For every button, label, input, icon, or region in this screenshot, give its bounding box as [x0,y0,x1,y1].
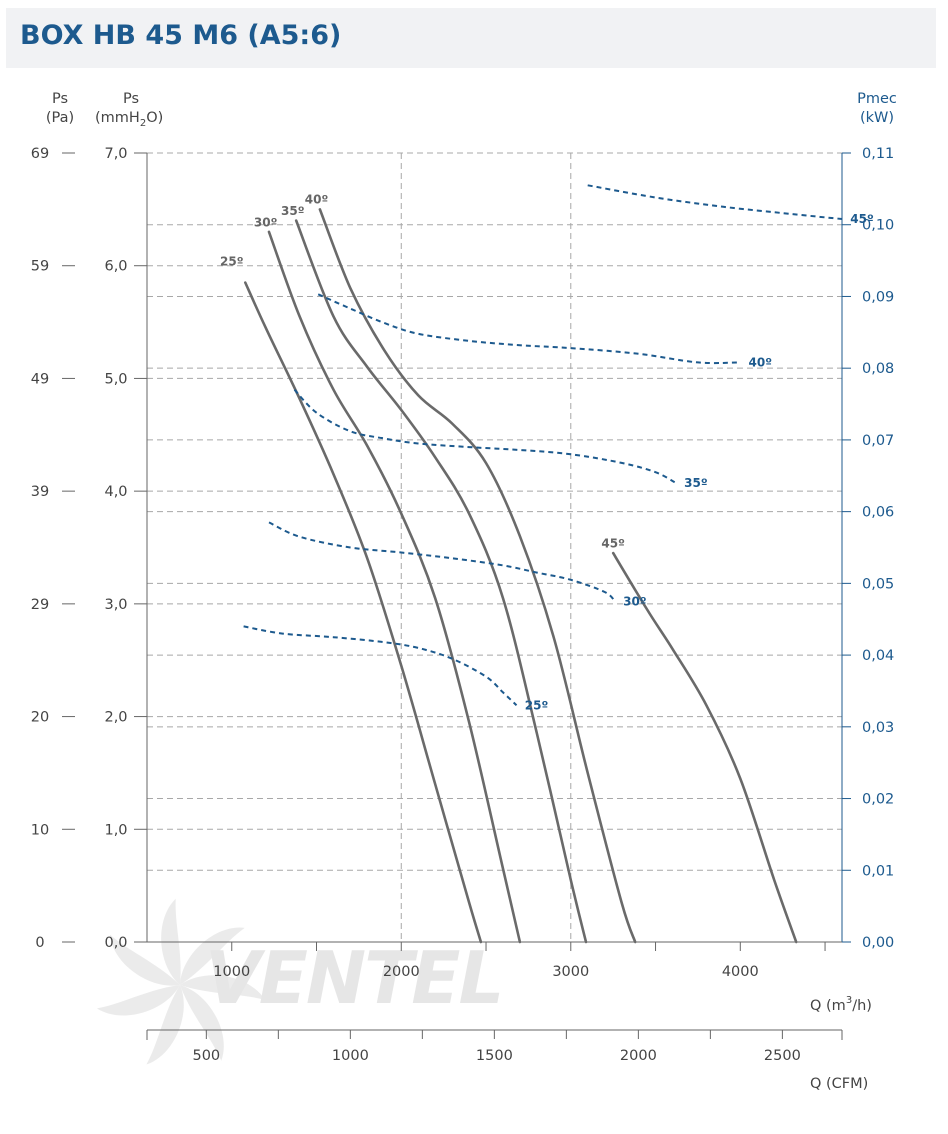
power-curve-label: 45º [850,212,874,226]
pressure-curve-label: 30º [254,215,278,229]
kw-tick-label: 0,07 [862,433,894,449]
mm-tick-label: 7,0 [104,146,127,162]
mm-tick-label: 2,0 [104,710,127,726]
kw-axis-title-line2: (kW) [860,110,894,126]
fan-logo-icon [96,898,265,1065]
pa-tick-label: 10 [31,822,49,838]
cfm-tick-label: 500 [192,1048,220,1064]
cfm-tick-label: 2500 [764,1048,801,1064]
power-curve-label: 25º [525,698,549,712]
kw-tick-label: 0,04 [862,648,894,664]
kw-tick-label: 0,08 [862,361,894,377]
kw-tick-label: 0,11 [862,146,894,162]
fan-blade [180,985,224,1061]
mm-tick-label: 6,0 [104,259,127,275]
kw-tick-label: 0,01 [862,863,894,879]
pa-tick-label: 0 [35,935,44,951]
kw-tick-label: 0,03 [862,720,894,736]
q-tick-label: 4000 [722,964,759,980]
tick-labels: 7,0696,0595,0494,0393,0292,0201,0100,000… [31,146,895,1064]
cfm-tick-label: 2000 [620,1048,657,1064]
pa-axis-title-line2: (Pa) [46,110,74,126]
mm-tick-label: 1,0 [104,822,127,838]
axis-titles: Ps (Pa) Ps (mmH2O) Pmec (kW) Q (m3/h) Q … [46,91,897,1092]
kw-axis-title-line1: Pmec [857,91,897,107]
chart-axes [62,152,851,1040]
pressure-curve-label: 25º [220,255,244,269]
power-curve-30º [268,521,616,603]
kw-tick-label: 0,09 [862,289,894,305]
cfm-tick-label: 1500 [476,1048,513,1064]
pa-tick-label: 20 [31,710,49,726]
watermark-brand-text: VENTEL [205,936,502,1020]
kw-tick-label: 0,05 [862,576,894,592]
ventel-watermark: VENTEL [96,898,504,1065]
chart-header: BOX HB 45 M6 (A5:6) [6,8,936,68]
kw-tick-label: 0,02 [862,792,894,808]
chart-title: BOX HB 45 M6 (A5:6) [20,20,342,51]
pressure-curve-40º [318,208,637,944]
mm-tick-label: 0,0 [104,935,127,951]
pa-tick-label: 69 [31,146,49,162]
pa-tick-label: 29 [31,597,49,613]
power-curve-label: 40º [749,355,773,369]
kw-tick-label: 0,00 [862,935,894,951]
power-curve-label: 30º [623,594,647,608]
cfm-axis-title: Q (CFM) [810,1076,868,1092]
pressure-curve-label: 35º [281,204,305,218]
q-tick-label: 1000 [213,964,250,980]
q-tick-label: 2000 [383,964,420,980]
power-curve-25º [243,625,518,707]
mm-tick-label: 3,0 [104,597,127,613]
pressure-curve-label: 45º [601,537,625,551]
pa-tick-label: 49 [31,371,49,387]
chart-grid [147,152,842,942]
power-curve-40º [317,293,741,365]
pressure-curves [244,208,798,944]
power-curve-45º [587,184,843,220]
fan-blade [146,985,184,1065]
pa-tick-label: 39 [31,484,49,500]
power-curve-label: 35º [684,476,708,490]
mm-axis-title-line2: (mmH2O) [95,110,163,129]
fan-blade [180,927,245,985]
pressure-curve-45º [611,551,798,944]
kw-tick-label: 0,10 [862,218,894,234]
mm-axis-title-line1: Ps [123,91,139,107]
pa-axis-title-line1: Ps [52,91,68,107]
power-curve-35º [293,389,677,484]
fan-blade [109,934,180,986]
pressure-curve-25º [244,281,483,944]
q-axis-title: Q (m3/h) [810,995,872,1014]
power-curves [243,184,843,707]
mm-tick-label: 4,0 [104,484,127,500]
pressure-curve-label: 40º [305,193,329,207]
pressure-curve-30º [267,230,522,944]
q-tick-label: 3000 [552,964,589,980]
mm-tick-label: 5,0 [104,371,127,387]
fan-blade [180,975,265,1000]
pressure-curve-35º [294,219,588,944]
fan-blade [96,985,180,1016]
cfm-tick-label: 1000 [332,1048,369,1064]
kw-tick-label: 0,06 [862,505,894,521]
pa-tick-label: 59 [31,259,49,275]
